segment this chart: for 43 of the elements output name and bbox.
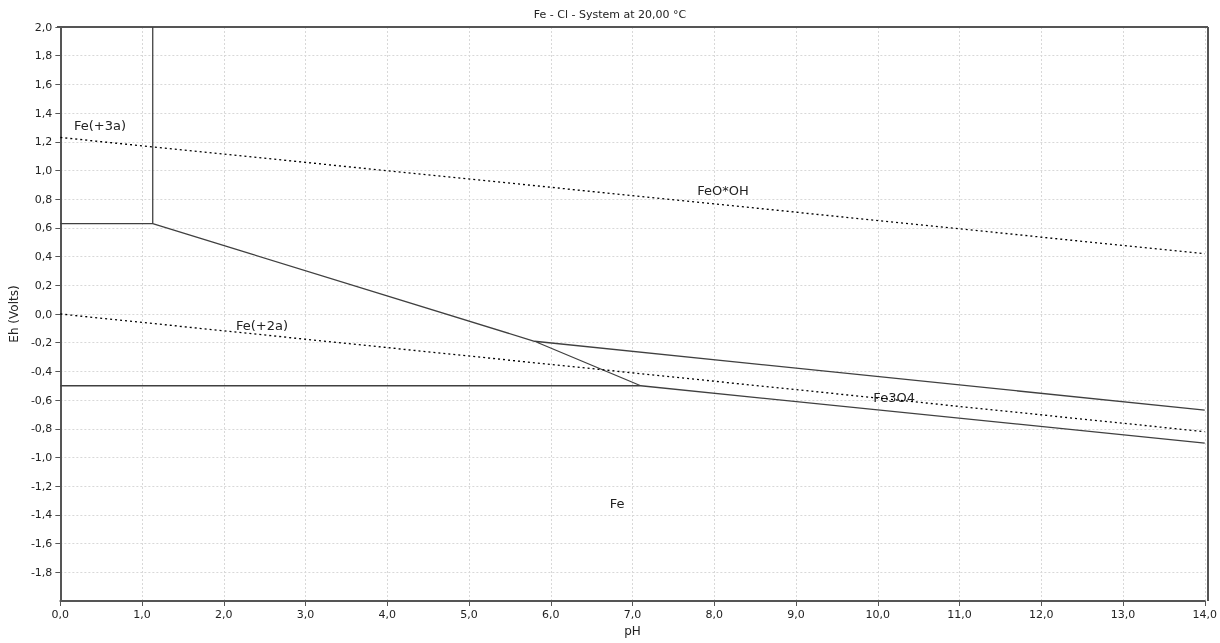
y-tick-label: -1,0	[30, 451, 53, 464]
annotation: FeO*OH	[697, 182, 749, 198]
x-tick-label: 11,0	[947, 608, 972, 621]
x-tick-label: 13,0	[1110, 608, 1136, 621]
y-tick-label: -0,6	[30, 393, 53, 407]
annotation: Fe(+3a)	[73, 117, 127, 133]
y-tick-label: 2,0	[34, 20, 53, 34]
chart-title: Fe - Cl - System at 20,00 °C	[533, 8, 687, 21]
y-tick-label: -0,2	[30, 336, 53, 350]
y-tick-label: 0,2	[34, 278, 53, 292]
x-tick-label: 8,0	[705, 608, 724, 621]
x-tick-label: 1,0	[133, 608, 151, 621]
x-tick-label: 12,0	[1029, 608, 1054, 621]
annotation: Fe	[609, 495, 625, 511]
x-tick-label: 4,0	[378, 608, 397, 621]
x-tick-label: 2,0	[215, 608, 233, 621]
y-tick-label: 1,0	[34, 164, 53, 177]
y-tick-label: 1,6	[34, 77, 53, 91]
y-tick-label: -0,4	[30, 364, 53, 378]
y-tick-label: 1,4	[34, 106, 53, 120]
y-tick-label: -1,6	[30, 537, 53, 551]
x-tick-label: 3,0	[296, 608, 315, 621]
annotation: Fe(+2a)	[235, 317, 289, 333]
x-axis-title: pH	[624, 623, 641, 638]
x-tick-label: 7,0	[623, 608, 642, 621]
y-axis-title: Eh (Volts)	[7, 285, 21, 343]
annotation: Fe3O4	[873, 389, 915, 405]
y-tick-label: 0,0	[34, 307, 53, 321]
y-tick-label: -1,4	[30, 508, 53, 522]
x-tick-label: 6,0	[542, 608, 560, 621]
x-tick-label: 14,0	[1192, 608, 1217, 621]
y-tick-label: -1,2	[30, 479, 53, 493]
y-tick-label: 0,4	[34, 250, 53, 264]
y-tick-label: 0,6	[34, 221, 53, 235]
y-tick-label: -0,8	[30, 422, 53, 436]
x-tick-label: 0,0	[51, 608, 70, 621]
y-tick-label: 0,8	[34, 192, 53, 206]
y-tick-label: 1,2	[34, 135, 53, 149]
y-tick-label: -1,8	[30, 565, 53, 579]
x-tick-label: 10,0	[865, 608, 891, 621]
y-tick-label: 1,8	[34, 49, 53, 63]
x-tick-label: 5,0	[460, 608, 478, 621]
x-tick-label: 9,0	[787, 608, 805, 621]
